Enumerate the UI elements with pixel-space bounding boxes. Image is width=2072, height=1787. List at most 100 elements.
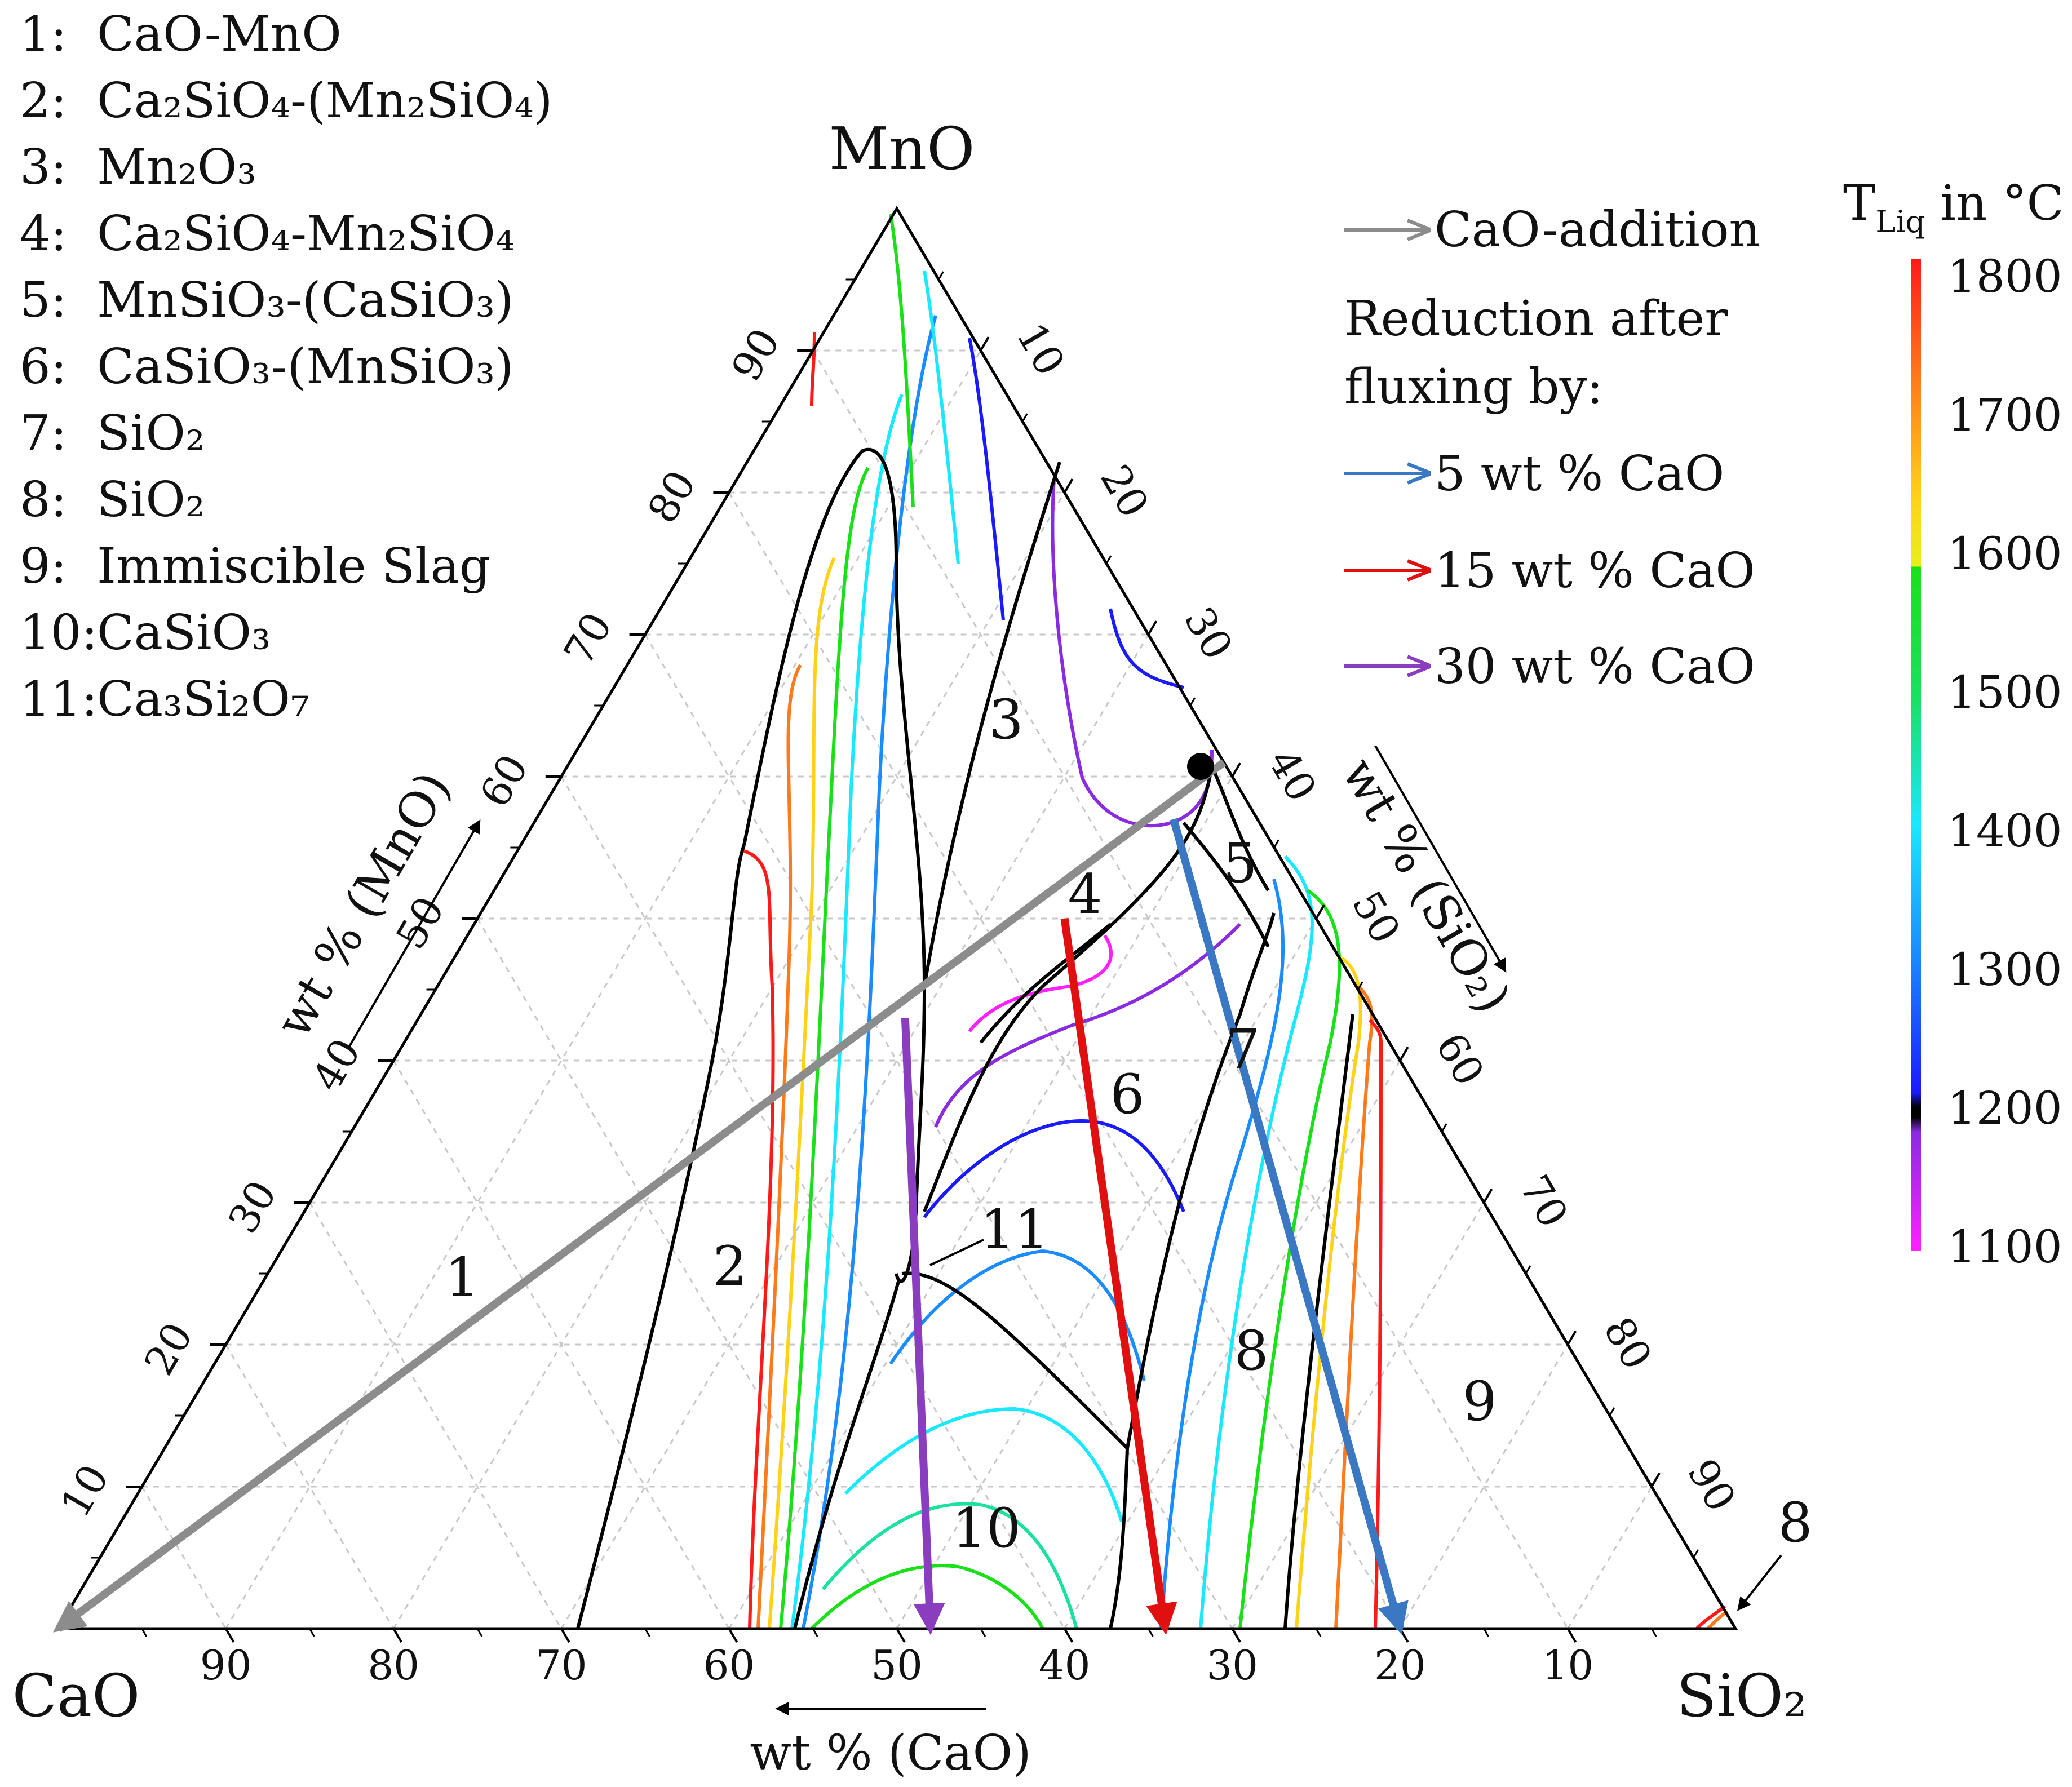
colorbar-gradient: [1911, 259, 1921, 1251]
tick-mark-right: [1650, 1472, 1661, 1488]
legend-15wt: 15 wt % CaO: [1435, 543, 1755, 599]
minor-tick-bottom: [476, 1628, 483, 1637]
region-11-leader: [929, 1239, 984, 1266]
tick-label-left: 80: [638, 463, 705, 531]
minor-tick-bottom: [1483, 1628, 1489, 1637]
phase-boundaries: [576, 447, 1354, 1629]
tick-mark-bottom: [728, 1628, 738, 1643]
boundary-1-2: [576, 844, 746, 1629]
tick-label-bottom: 70: [535, 1642, 587, 1689]
tick-mark-bottom: [896, 1628, 906, 1643]
isotherm-blue-top: [968, 338, 1005, 620]
boundary-2-3-loop: [742, 447, 927, 1283]
tick-label-left: 60: [471, 747, 538, 815]
minor-tick-right: [1441, 1123, 1447, 1132]
region-label-8: 8: [1234, 1319, 1268, 1382]
phase-legend-label: CaSiO₃: [97, 605, 271, 661]
vertex-label-sio2: SiO₂: [1676, 1661, 1807, 1730]
isotherm-yellow-left: [768, 557, 836, 1629]
isotherm-green-dome: [810, 1564, 1044, 1630]
minor-tick-right: [1021, 413, 1028, 422]
isotherm-purple-inner: [934, 923, 1242, 1128]
arrow-reduction-15: [1060, 918, 1177, 1635]
arrow-reduction-5: [1170, 818, 1409, 1635]
minor-tick-right: [1693, 1549, 1699, 1558]
region-label-3: 3: [989, 688, 1023, 751]
region-label-10: 10: [952, 1497, 1021, 1560]
minor-tick-right: [938, 271, 944, 280]
tick-label-right: 20: [1091, 457, 1158, 525]
isotherm-red-top-left: [810, 332, 816, 406]
vertex-label-cao: CaO: [12, 1661, 140, 1730]
ternary-grid: [141, 349, 1653, 1629]
phase-legend-number: 9:: [20, 538, 67, 595]
tick-label-right: 10: [1007, 315, 1074, 383]
legend-reduction-title-2: fluxing by:: [1344, 359, 1603, 415]
isotherm-purple-top: [1051, 478, 1214, 828]
region-label-6: 6: [1110, 1063, 1144, 1126]
region-label-4: 4: [1068, 863, 1102, 926]
minor-tick-bottom: [644, 1628, 650, 1637]
colorbar-title-rest: in °C: [1925, 175, 2064, 232]
minor-tick-bottom: [1650, 1628, 1657, 1637]
grid-line-sio2: [728, 776, 1233, 1629]
grid-line-cao: [225, 1344, 395, 1629]
minor-tick-bottom: [309, 1628, 315, 1637]
phase-legend-label: MnSiO₃-(CaSiO₃): [97, 272, 513, 329]
phase-legend-number: 3:: [20, 139, 67, 196]
boundary-11-node-left: [793, 1279, 901, 1629]
boundary-4-6b: [979, 923, 1112, 1044]
minor-tick-right: [1525, 1265, 1531, 1274]
tick-label-bottom: 90: [200, 1642, 252, 1689]
arrow-cao-addition: [53, 759, 1227, 1633]
tick-mark-right: [1482, 1188, 1493, 1204]
legend-reduction-title-1: Reduction after: [1344, 291, 1728, 347]
colorbar-tick-label: 1100: [1947, 1221, 2062, 1273]
axis-label-sio2: wt % (SiO₂): [1331, 749, 1521, 1023]
corner-8-leader: [1737, 1554, 1782, 1611]
boundary-5-7: [1182, 822, 1270, 948]
tick-label-bottom: 50: [871, 1642, 923, 1689]
colorbar-ticks: 1800 1700 1600 1500 1400 1300 1200 1100: [1947, 250, 2062, 1273]
minor-tick-bottom: [812, 1628, 818, 1637]
boundary-4-6: [923, 766, 1214, 1213]
corner-region-label-8: 8: [1778, 1491, 1812, 1554]
axis-arrow-right: [1374, 745, 1507, 973]
colorbar-tick-label: 1800: [1947, 250, 2062, 303]
legend-5wt: 5 wt % CaO: [1435, 446, 1724, 502]
minor-tick-right: [1105, 555, 1112, 564]
tick-label-bottom: 10: [1542, 1642, 1594, 1689]
boundary-4-5: [1210, 765, 1270, 892]
grid-line-cao: [392, 1060, 730, 1629]
tick-label-left: 70: [555, 605, 622, 673]
isotherm-teal-dome: [821, 1502, 1078, 1629]
legend-30wt: 30 wt % CaO: [1435, 638, 1755, 695]
phase-legend-number: 1:: [20, 6, 67, 63]
phase-legend-label: Ca₃Si₂O₇: [97, 671, 309, 728]
arrow-legend: CaO-addition Reduction after fluxing by:…: [1344, 202, 1760, 695]
tick-mark-right: [1063, 478, 1074, 494]
tick-label-bottom: 30: [1206, 1642, 1258, 1689]
phase-legend-number: 5:: [20, 272, 67, 329]
colorbar-tick-label: 1500: [1947, 666, 2062, 719]
grid-line-sio2: [1567, 1486, 1653, 1629]
phase-legend-label: CaSiO₃-(MnSiO₃): [97, 339, 513, 395]
minor-tick-bottom: [141, 1628, 148, 1637]
tick-mark-right: [1399, 1046, 1409, 1062]
starting-composition-point: [1187, 753, 1214, 780]
phase-legend-number: 7:: [20, 405, 67, 462]
grid-line-cao: [644, 634, 1233, 1629]
grid-line-sio2: [1231, 1202, 1485, 1629]
isotherm-green-left: [779, 467, 870, 1629]
tick-mark-bottom: [1231, 1628, 1241, 1643]
phase-legend-label: SiO₂: [97, 405, 205, 462]
tick-label-right: 90: [1679, 1451, 1746, 1519]
isotherm-blue-dome-1: [923, 1119, 1185, 1218]
phase-legend-label: Ca₂SiO₄-Mn₂SiO₄: [97, 206, 515, 262]
region-label-7: 7: [1225, 1018, 1260, 1081]
tick-mark-bottom: [1566, 1628, 1577, 1643]
phase-legend-number: 8:: [20, 472, 67, 528]
minor-tick-right: [1189, 697, 1196, 706]
grid-line-cao: [560, 776, 1065, 1629]
